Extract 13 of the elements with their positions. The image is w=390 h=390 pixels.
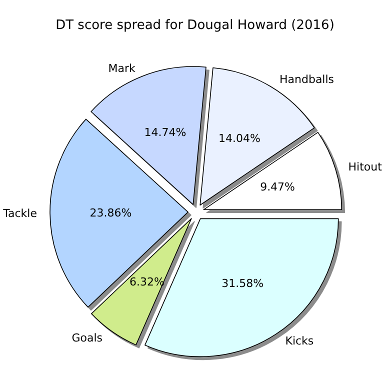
data-label: 14.04% bbox=[218, 132, 260, 146]
slice-label: Hitout bbox=[348, 160, 383, 174]
slice-label: Kicks bbox=[285, 334, 314, 348]
data-label: 9.47% bbox=[260, 180, 296, 194]
chart-title: DT score spread for Dougal Howard (2016) bbox=[56, 18, 334, 33]
data-label: 23.86% bbox=[90, 206, 132, 220]
data-label: 6.32% bbox=[130, 275, 164, 288]
slice-label: Handballs bbox=[279, 73, 334, 86]
slice-label: Tackle bbox=[2, 207, 38, 220]
data-label: 31.58% bbox=[222, 276, 264, 290]
data-label: 14.74% bbox=[144, 126, 186, 139]
slice-label: Mark bbox=[108, 62, 136, 75]
slice-label: Goals bbox=[72, 332, 103, 345]
